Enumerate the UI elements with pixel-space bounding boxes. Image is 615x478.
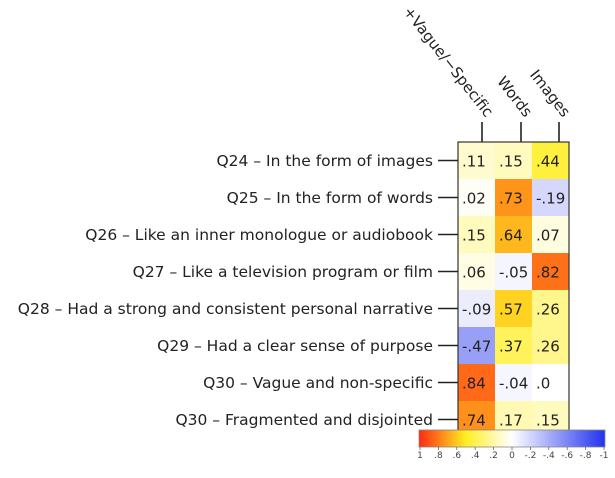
heatmap-cell bbox=[458, 327, 495, 364]
row-label: Q25 – In the form of words bbox=[227, 189, 433, 207]
heatmap-cell bbox=[495, 216, 532, 253]
cell-value-label: .0 bbox=[536, 375, 550, 393]
heatmap-cell bbox=[532, 290, 569, 327]
heatmap-cell bbox=[495, 327, 532, 364]
heatmap-cell bbox=[458, 364, 495, 401]
colorbar-tick-label: .4 bbox=[471, 451, 480, 461]
cell-value-label: .44 bbox=[536, 153, 560, 171]
cell-value-label: .26 bbox=[536, 301, 560, 319]
colorbar-tick-label: -1 bbox=[600, 451, 609, 461]
colorbar-tick-label: .2 bbox=[489, 451, 498, 461]
row-label: Q26 – Like an inner monologue or audiobo… bbox=[85, 226, 433, 244]
cell-value-label: .07 bbox=[536, 227, 560, 245]
heatmap-cell bbox=[495, 364, 532, 401]
colorbar-tick-label: -.2 bbox=[524, 451, 536, 461]
colorbar-tick-label: 0 bbox=[509, 451, 515, 461]
heatmap-cell bbox=[532, 253, 569, 290]
cell-value-label: .06 bbox=[462, 264, 486, 282]
row-label: Q27 – Like a television program or film bbox=[133, 263, 433, 281]
column-label: Images bbox=[526, 66, 574, 120]
cell-value-label: .64 bbox=[499, 227, 523, 245]
heatmap-cell bbox=[495, 290, 532, 327]
cell-value-label: .15 bbox=[499, 153, 523, 171]
colorbar-tick-label: 1 bbox=[417, 451, 423, 461]
heatmap-cell bbox=[495, 142, 532, 179]
row-label: Q30 – Fragmented and disjointed bbox=[175, 411, 433, 429]
cell-value-label: .11 bbox=[462, 153, 486, 171]
heatmap-cell bbox=[532, 142, 569, 179]
heatmap-cell bbox=[532, 179, 569, 216]
cell-value-label: .15 bbox=[462, 227, 486, 245]
heatmap-grid: .11 .15 .44 .02 .73 -.19 .15 .64 .07 .06 -.05 .82 -.… bbox=[457, 141, 570, 439]
cell-value-label: .02 bbox=[462, 190, 486, 208]
heatmap-cell bbox=[458, 290, 495, 327]
row-label: Q30 – Vague and non-specific bbox=[203, 374, 433, 392]
heatmap-cell bbox=[458, 179, 495, 216]
cell-value-label: -.09 bbox=[462, 301, 491, 319]
heatmap-cell bbox=[532, 216, 569, 253]
cell-value-label: .84 bbox=[462, 375, 486, 393]
cell-value-label: .17 bbox=[499, 412, 523, 430]
cell-value-label: .37 bbox=[499, 338, 523, 356]
column-label: +Vague/−Specific bbox=[400, 3, 497, 121]
cell-value-label: -.47 bbox=[462, 338, 491, 356]
heatmap-cell bbox=[532, 364, 569, 401]
cell-value-label: -.05 bbox=[499, 264, 528, 282]
cell-value-label: .15 bbox=[536, 412, 560, 430]
cell-value-label: -.04 bbox=[499, 375, 528, 393]
heatmap-cell bbox=[495, 179, 532, 216]
heatmap-cell bbox=[458, 216, 495, 253]
colorbar: 1 .8 .6 .4 .2 0 -.2 -.4 -.6 -.8 -1 bbox=[417, 429, 609, 461]
colorbar-gradient bbox=[418, 429, 606, 448]
colorbar-tick-label: .6 bbox=[453, 451, 462, 461]
cell-value-label: .57 bbox=[499, 301, 523, 319]
row-label: Q29 – Had a clear sense of purpose bbox=[157, 337, 433, 355]
row-label: Q24 – In the form of images bbox=[216, 152, 433, 170]
cell-value-label: .82 bbox=[536, 264, 560, 282]
row-label: Q28 – Had a strong and consistent person… bbox=[18, 300, 433, 318]
colorbar-tick-label: -.6 bbox=[561, 451, 573, 461]
heatmap-cell bbox=[495, 253, 532, 290]
cell-value-label: .74 bbox=[462, 412, 486, 430]
heatmap-cell bbox=[458, 142, 495, 179]
row-labels: Q24 – In the form of images Q25 – In the … bbox=[18, 152, 458, 429]
heatmap-cell bbox=[458, 253, 495, 290]
cell-value-label: -.19 bbox=[536, 190, 565, 208]
heatmap-cell bbox=[532, 327, 569, 364]
cell-value-label: .26 bbox=[536, 338, 560, 356]
colorbar-tick-label: -.4 bbox=[543, 451, 555, 461]
cell-value-label: .73 bbox=[499, 190, 523, 208]
colorbar-tick-label: -.8 bbox=[580, 451, 592, 461]
colorbar-tick-label: .8 bbox=[434, 451, 443, 461]
